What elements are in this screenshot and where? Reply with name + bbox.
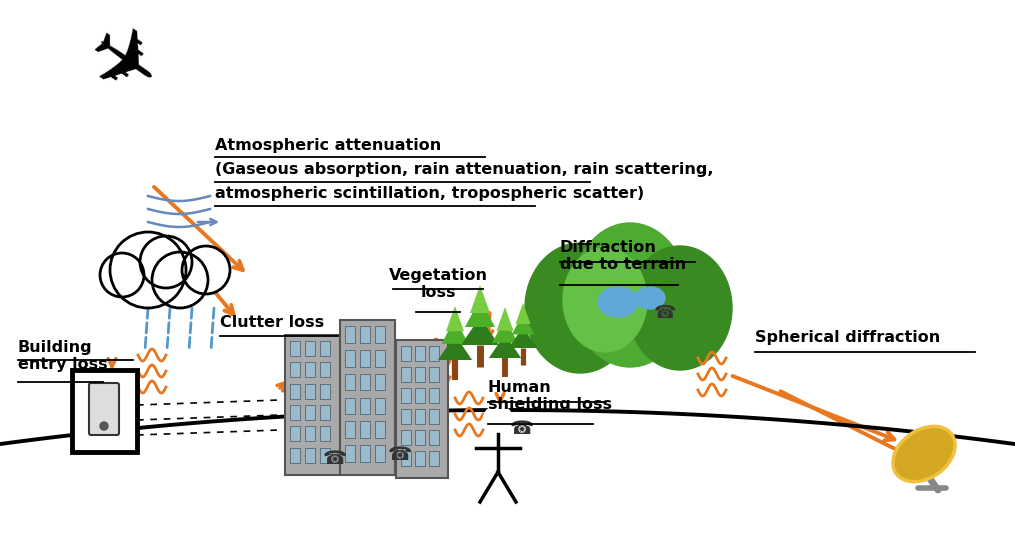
Bar xyxy=(304,405,316,420)
Polygon shape xyxy=(496,307,514,331)
Text: Clutter loss: Clutter loss xyxy=(220,315,324,330)
Bar xyxy=(360,374,370,390)
Bar xyxy=(396,340,448,478)
Text: ☎: ☎ xyxy=(323,449,347,468)
Text: Atmospheric attenuation: Atmospheric attenuation xyxy=(215,138,442,153)
Text: atmospheric scintillation, tropospheric scatter): atmospheric scintillation, tropospheric … xyxy=(215,186,645,201)
Ellipse shape xyxy=(598,287,638,317)
Ellipse shape xyxy=(635,287,665,309)
Ellipse shape xyxy=(525,243,635,373)
Polygon shape xyxy=(461,317,499,345)
Polygon shape xyxy=(516,303,531,324)
Bar xyxy=(429,388,438,403)
Bar xyxy=(429,451,438,466)
Polygon shape xyxy=(492,319,518,343)
Bar xyxy=(320,341,331,356)
Bar xyxy=(375,421,386,438)
Bar xyxy=(360,445,370,462)
Bar xyxy=(360,421,370,438)
Bar xyxy=(290,384,300,399)
Bar xyxy=(429,367,438,382)
Polygon shape xyxy=(446,306,464,331)
Polygon shape xyxy=(437,335,472,360)
Polygon shape xyxy=(470,285,490,313)
Text: ✈: ✈ xyxy=(67,13,174,123)
Text: Diffraction
due to terrain: Diffraction due to terrain xyxy=(560,240,686,272)
Bar xyxy=(304,447,316,463)
Bar xyxy=(375,445,386,462)
Polygon shape xyxy=(512,314,534,334)
Bar xyxy=(72,370,137,452)
Polygon shape xyxy=(489,334,521,358)
Circle shape xyxy=(140,236,192,288)
Text: (Gaseous absorption, rain attenuation, rain scattering,: (Gaseous absorption, rain attenuation, r… xyxy=(215,162,714,177)
Ellipse shape xyxy=(563,248,647,352)
Bar xyxy=(415,367,425,382)
Bar xyxy=(415,451,425,466)
Bar xyxy=(375,350,386,366)
Bar xyxy=(375,374,386,390)
Bar xyxy=(401,430,411,445)
Text: Spherical diffraction: Spherical diffraction xyxy=(755,330,940,345)
Polygon shape xyxy=(465,299,495,327)
Bar xyxy=(304,341,316,356)
Bar xyxy=(401,451,411,466)
Bar xyxy=(290,362,300,377)
Bar xyxy=(401,409,411,424)
Bar xyxy=(320,384,331,399)
Bar xyxy=(345,421,355,438)
Bar xyxy=(345,350,355,366)
Bar xyxy=(401,367,411,382)
Text: Vegetation
loss: Vegetation loss xyxy=(389,268,487,300)
Bar xyxy=(304,362,316,377)
Bar xyxy=(320,426,331,441)
Bar xyxy=(290,447,300,463)
Text: ☎: ☎ xyxy=(388,446,412,464)
Bar xyxy=(429,430,438,445)
Bar xyxy=(401,388,411,403)
Text: ☎: ☎ xyxy=(654,304,676,322)
Text: Human
shielding loss: Human shielding loss xyxy=(488,380,612,412)
Circle shape xyxy=(182,246,230,294)
Bar xyxy=(360,326,370,343)
Circle shape xyxy=(152,252,208,308)
Bar xyxy=(345,445,355,462)
Bar xyxy=(429,346,438,361)
Bar xyxy=(415,430,425,445)
Text: Building
entry loss: Building entry loss xyxy=(18,340,108,372)
Circle shape xyxy=(110,232,186,308)
Bar xyxy=(340,320,395,475)
Bar xyxy=(401,346,411,361)
Ellipse shape xyxy=(628,246,732,370)
Bar xyxy=(290,341,300,356)
FancyBboxPatch shape xyxy=(89,383,119,435)
Polygon shape xyxy=(509,327,537,348)
Bar xyxy=(415,388,425,403)
Ellipse shape xyxy=(572,223,688,367)
Bar xyxy=(320,405,331,420)
Circle shape xyxy=(100,253,144,297)
Bar xyxy=(360,398,370,414)
Bar xyxy=(345,326,355,343)
Bar xyxy=(345,374,355,390)
Text: ☎: ☎ xyxy=(510,418,534,437)
Bar xyxy=(415,409,425,424)
Bar xyxy=(290,405,300,420)
Bar xyxy=(320,447,331,463)
Polygon shape xyxy=(442,319,469,344)
Bar xyxy=(360,350,370,366)
Bar xyxy=(304,384,316,399)
Circle shape xyxy=(100,422,108,430)
Bar xyxy=(345,398,355,414)
Circle shape xyxy=(484,406,512,434)
Bar xyxy=(290,426,300,441)
Bar xyxy=(285,335,340,475)
Ellipse shape xyxy=(893,426,955,482)
Bar xyxy=(375,398,386,414)
Bar xyxy=(429,409,438,424)
Bar xyxy=(375,326,386,343)
Bar xyxy=(320,362,331,377)
Bar xyxy=(304,426,316,441)
Bar xyxy=(415,346,425,361)
